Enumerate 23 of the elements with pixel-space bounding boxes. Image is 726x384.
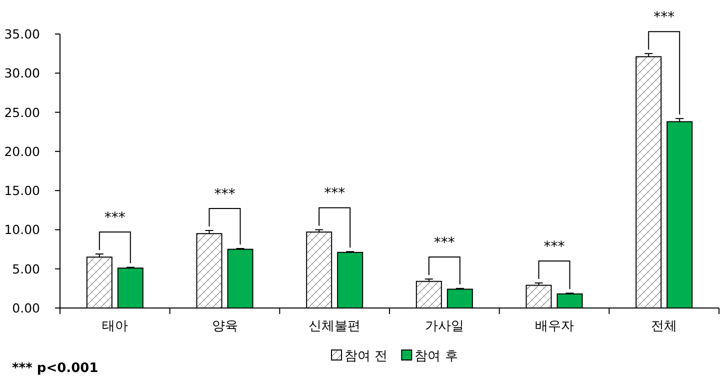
legend-label: 참여 후 — [414, 349, 458, 364]
y-tick-label: 20.00 — [4, 144, 40, 159]
annotation: *** — [104, 210, 126, 226]
legend-label: 참여 전 — [344, 349, 388, 364]
y-tick-label: 25.00 — [4, 104, 40, 120]
x-tick-label: 태아 — [102, 319, 128, 334]
x-tick-label: 전체 — [651, 319, 678, 334]
y-tick-label: 5.00 — [12, 261, 40, 276]
annotation: *** — [214, 186, 236, 202]
x-tick-label: 양육 — [212, 319, 238, 334]
y-tick-label: 35.00 — [4, 26, 40, 42]
x-tick-label: 가사일 — [424, 319, 464, 334]
annotation: *** — [324, 186, 346, 202]
x-tick-label: 배우자 — [534, 319, 574, 334]
y-tick-label: 10.00 — [4, 222, 40, 238]
text: *** p<0.001 — [12, 361, 98, 376]
y-tick-label: 30.00 — [4, 66, 40, 81]
annotation: *** — [544, 238, 565, 255]
text: *** — [654, 10, 675, 26]
x-tick-label: 신체불편 — [308, 319, 361, 334]
annotation: *** — [434, 235, 455, 252]
y-tick-label: 0.00 — [12, 300, 40, 316]
y-tick-label: 15.00 — [4, 183, 40, 198]
